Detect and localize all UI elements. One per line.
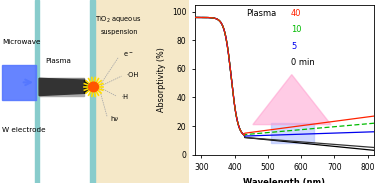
Text: ·OH: ·OH — [127, 72, 139, 78]
Bar — [39, 78, 85, 89]
Text: 40: 40 — [291, 9, 302, 18]
Bar — [271, 123, 314, 143]
Polygon shape — [39, 78, 85, 96]
Bar — [90, 0, 94, 183]
Text: e$^-$: e$^-$ — [123, 51, 133, 59]
Text: Plasma: Plasma — [246, 9, 276, 18]
Y-axis label: Absorptivity (%): Absorptivity (%) — [157, 47, 166, 112]
Bar — [91, 0, 189, 183]
Text: 0 min: 0 min — [291, 58, 315, 67]
Polygon shape — [85, 80, 93, 93]
Text: TiO$_2$ aqueous: TiO$_2$ aqueous — [94, 15, 141, 25]
Bar — [2, 65, 36, 100]
Text: Microwave: Microwave — [2, 39, 41, 45]
Text: 10: 10 — [291, 25, 302, 34]
Bar — [35, 0, 39, 183]
Text: hν: hν — [111, 116, 119, 122]
Text: W electrode: W electrode — [2, 127, 45, 133]
Text: suspension: suspension — [100, 29, 138, 35]
X-axis label: Wavelength (nm): Wavelength (nm) — [243, 178, 325, 183]
Text: Plasma: Plasma — [45, 58, 71, 64]
Polygon shape — [253, 75, 331, 125]
Text: ·H: ·H — [121, 94, 128, 100]
Bar — [39, 85, 85, 96]
Text: 5: 5 — [291, 42, 296, 51]
Circle shape — [88, 82, 98, 92]
